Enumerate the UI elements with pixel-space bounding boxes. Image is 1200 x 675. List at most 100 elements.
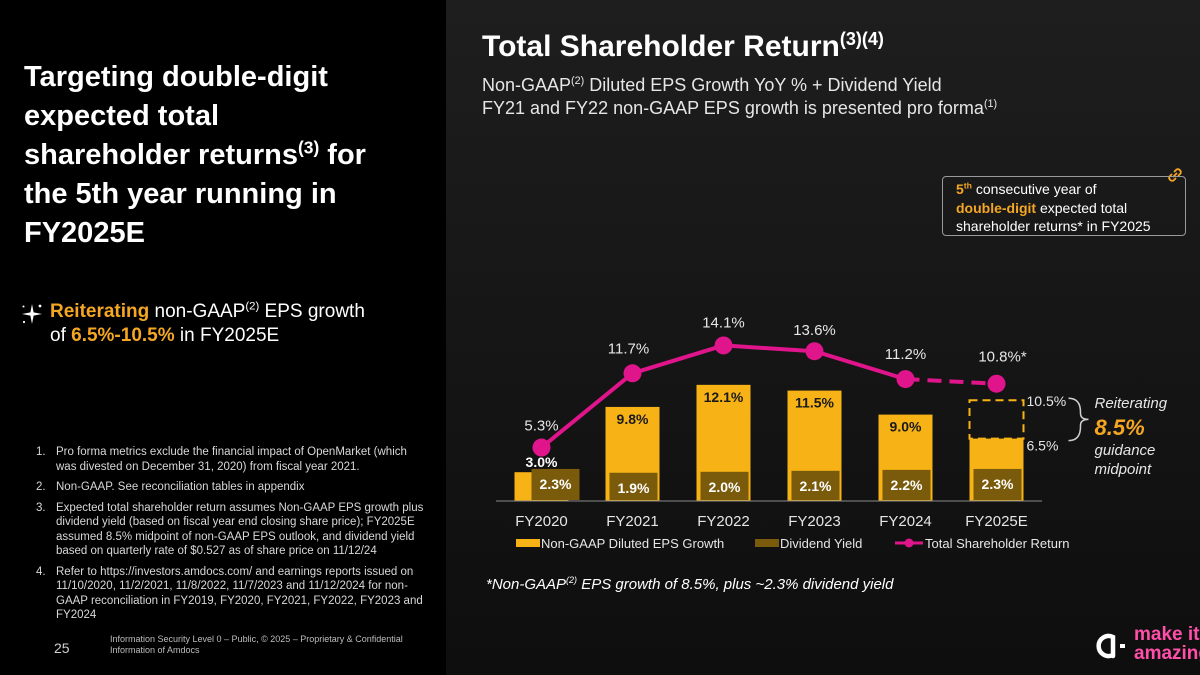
- guidance-text-3: midpoint: [1095, 461, 1153, 478]
- dividend-yield-bar: [531, 468, 580, 500]
- tsr-point: [532, 438, 551, 457]
- headline-line-4: the 5th year running in: [24, 178, 337, 210]
- headline-line-1: Targeting double-digit: [24, 61, 328, 93]
- footnote-number: 1.: [36, 446, 46, 458]
- tsr-chart: 2.3% 1.9% 2.0% 2.1% 2.2% 2.3% 3.0% 9.8% 12.1% 11.…: [496, 314, 1168, 551]
- title-sup: (3)(4): [839, 29, 884, 49]
- callout-box: 5th consecutive year of double-digit exp…: [942, 176, 1186, 236]
- dividend-yield-label: 2.0%: [709, 479, 741, 495]
- footnote: 1. Pro forma metrics exclude the financia…: [36, 445, 428, 474]
- footnote-text: Expected total shareholder return assume…: [56, 501, 424, 558]
- dividend-yield-bar: [973, 468, 1022, 500]
- subtitle-1-sup: (2): [571, 75, 585, 87]
- x-tick-label: FY2020: [515, 513, 568, 530]
- headline-line-3: shareholder returns: [24, 139, 298, 171]
- subtitle: Non-GAAP(2) Diluted EPS Growth YoY % + D…: [482, 74, 997, 120]
- brand-tagline-line-1: make it: [1134, 624, 1200, 645]
- callout-number: 5: [956, 181, 964, 197]
- footnote: 3. Expected total shareholder return assu…: [36, 501, 428, 559]
- guidance-range-box: [968, 399, 1025, 440]
- brand-tagline-line-2: amazing: [1134, 643, 1200, 664]
- footnote-number: 3.: [36, 501, 46, 514]
- reiterating-range: 6.5%-10.5%: [71, 325, 175, 346]
- headline-line-5: FY2025E: [24, 217, 145, 249]
- guidance-value: 8.5%: [1095, 415, 1145, 440]
- tsr-label: 11.7%: [608, 340, 649, 357]
- guidance-text-2: guidance: [1095, 442, 1156, 459]
- callout-bold: double-digit: [956, 199, 1037, 216]
- right-panel: [446, 0, 1200, 675]
- tsr-line-projected: [905, 377, 997, 386]
- footnotes-list: 1. Pro forma metrics exclude the financia…: [36, 445, 428, 629]
- note-text-a: *Non-GAAP: [486, 576, 567, 593]
- x-tick-label: FY2023: [788, 513, 841, 530]
- tsr-point: [805, 342, 824, 361]
- tsr-point: [896, 370, 915, 389]
- subtitle-1a: Non-GAAP: [482, 75, 572, 95]
- tsr-label: 5.3%: [524, 418, 558, 435]
- dividend-yield-bar: [609, 472, 658, 500]
- tsr-label: 13.6%: [793, 322, 836, 339]
- callout-text-1: consecutive year of: [971, 181, 1097, 197]
- footnote-number: 4.: [36, 565, 46, 578]
- tsr-point: [987, 374, 1006, 393]
- callout-text-2: expected total: [1036, 199, 1128, 216]
- tsr-point: [623, 364, 642, 383]
- eps-growth-label: 12.1%: [704, 389, 744, 405]
- callout-text-3: shareholder returns* in FY2025: [956, 218, 1151, 234]
- classification-text: Information Security Level 0 – Public, ©…: [110, 634, 403, 655]
- dividend-yield-label: 2.2%: [891, 477, 923, 493]
- footnote-number: 2.: [36, 481, 46, 493]
- callout-sup: th: [963, 180, 972, 191]
- sparkle-icon: [22, 304, 42, 324]
- tsr-label: 14.1%: [702, 314, 745, 331]
- tsr-point: [714, 336, 733, 355]
- reiterating-text-2: EPS growth: [259, 301, 365, 322]
- footnote: 2. Non-GAAP. See reconciliation tables in…: [36, 480, 428, 495]
- footnote-text: Refer to https://investors.amdocs.com/ a…: [56, 565, 423, 622]
- x-tick-label: FY2021: [606, 513, 659, 530]
- footnote-text: Non-GAAP. See reconciliation tables in a…: [56, 481, 305, 493]
- subtitle-2a: FY21 and FY22 non-GAAP EPS growth is pre…: [482, 98, 984, 118]
- tsr-label: 10.8%*: [978, 349, 1027, 366]
- left-panel: Targeting double-digit expected total sh…: [0, 0, 446, 675]
- dividend-yield-bar: [882, 469, 931, 500]
- range-low-label: 6.5%: [1027, 438, 1059, 454]
- footnote-text: Pro forma metrics exclude the financial …: [56, 446, 407, 473]
- reiterating-text-3: of: [50, 325, 72, 346]
- dividend-yield-label: 1.9%: [618, 480, 650, 496]
- tsr-label: 11.2%: [885, 346, 926, 363]
- dividend-yield-label: 2.3%: [982, 476, 1014, 492]
- x-tick-label: FY2024: [879, 513, 932, 530]
- title-text: Total Shareholder Return: [482, 30, 840, 63]
- guidance-text-1: Reiterating: [1095, 395, 1168, 412]
- amdocs-logo-icon: [1096, 633, 1125, 659]
- dividend-yield-label: 2.1%: [800, 478, 832, 494]
- reiterating-statement: Reiterating non-GAAP(2) EPS growth of 6.…: [50, 300, 435, 348]
- reiterating-sup: (2): [245, 300, 260, 313]
- legend-swatch: [516, 539, 540, 547]
- legend-label: Dividend Yield: [780, 536, 862, 551]
- footnote: 4. Refer to https://investors.amdocs.com/…: [36, 565, 428, 623]
- x-tick-label: FY2022: [697, 513, 750, 530]
- reiterating-text-1: non-GAAP: [149, 301, 246, 322]
- eps-growth-label: 9.8%: [617, 411, 649, 427]
- guidance-brace: [1068, 397, 1089, 442]
- legend-label: Total Shareholder Return: [925, 536, 1070, 551]
- footnote-note: *Non-GAAP(2) EPS growth of 8.5%, plus ~2…: [486, 576, 893, 594]
- reiterating-text-4: in FY2025E: [174, 325, 280, 346]
- page-number: 25: [54, 640, 70, 656]
- legend-swatch: [755, 539, 779, 547]
- brand-tagline: make it amazing: [1134, 625, 1200, 663]
- headline-line-2: expected total: [24, 100, 219, 132]
- dividend-yield-bar: [791, 470, 840, 500]
- x-tick-label: FY2025E: [965, 513, 1028, 530]
- page-title: Total Shareholder Return(3)(4): [482, 30, 884, 64]
- legend-swatch-marker: [904, 538, 914, 548]
- subtitle-1b: Diluted EPS Growth YoY % + Dividend Yiel…: [584, 75, 942, 95]
- headline: Targeting double-digit expected total sh…: [24, 58, 429, 253]
- reiterating-lead: Reiterating: [50, 301, 150, 322]
- headline-line-3b: for: [319, 139, 366, 171]
- range-high-label: 10.5%: [1027, 393, 1067, 409]
- eps-growth-label: 3.0%: [526, 454, 558, 470]
